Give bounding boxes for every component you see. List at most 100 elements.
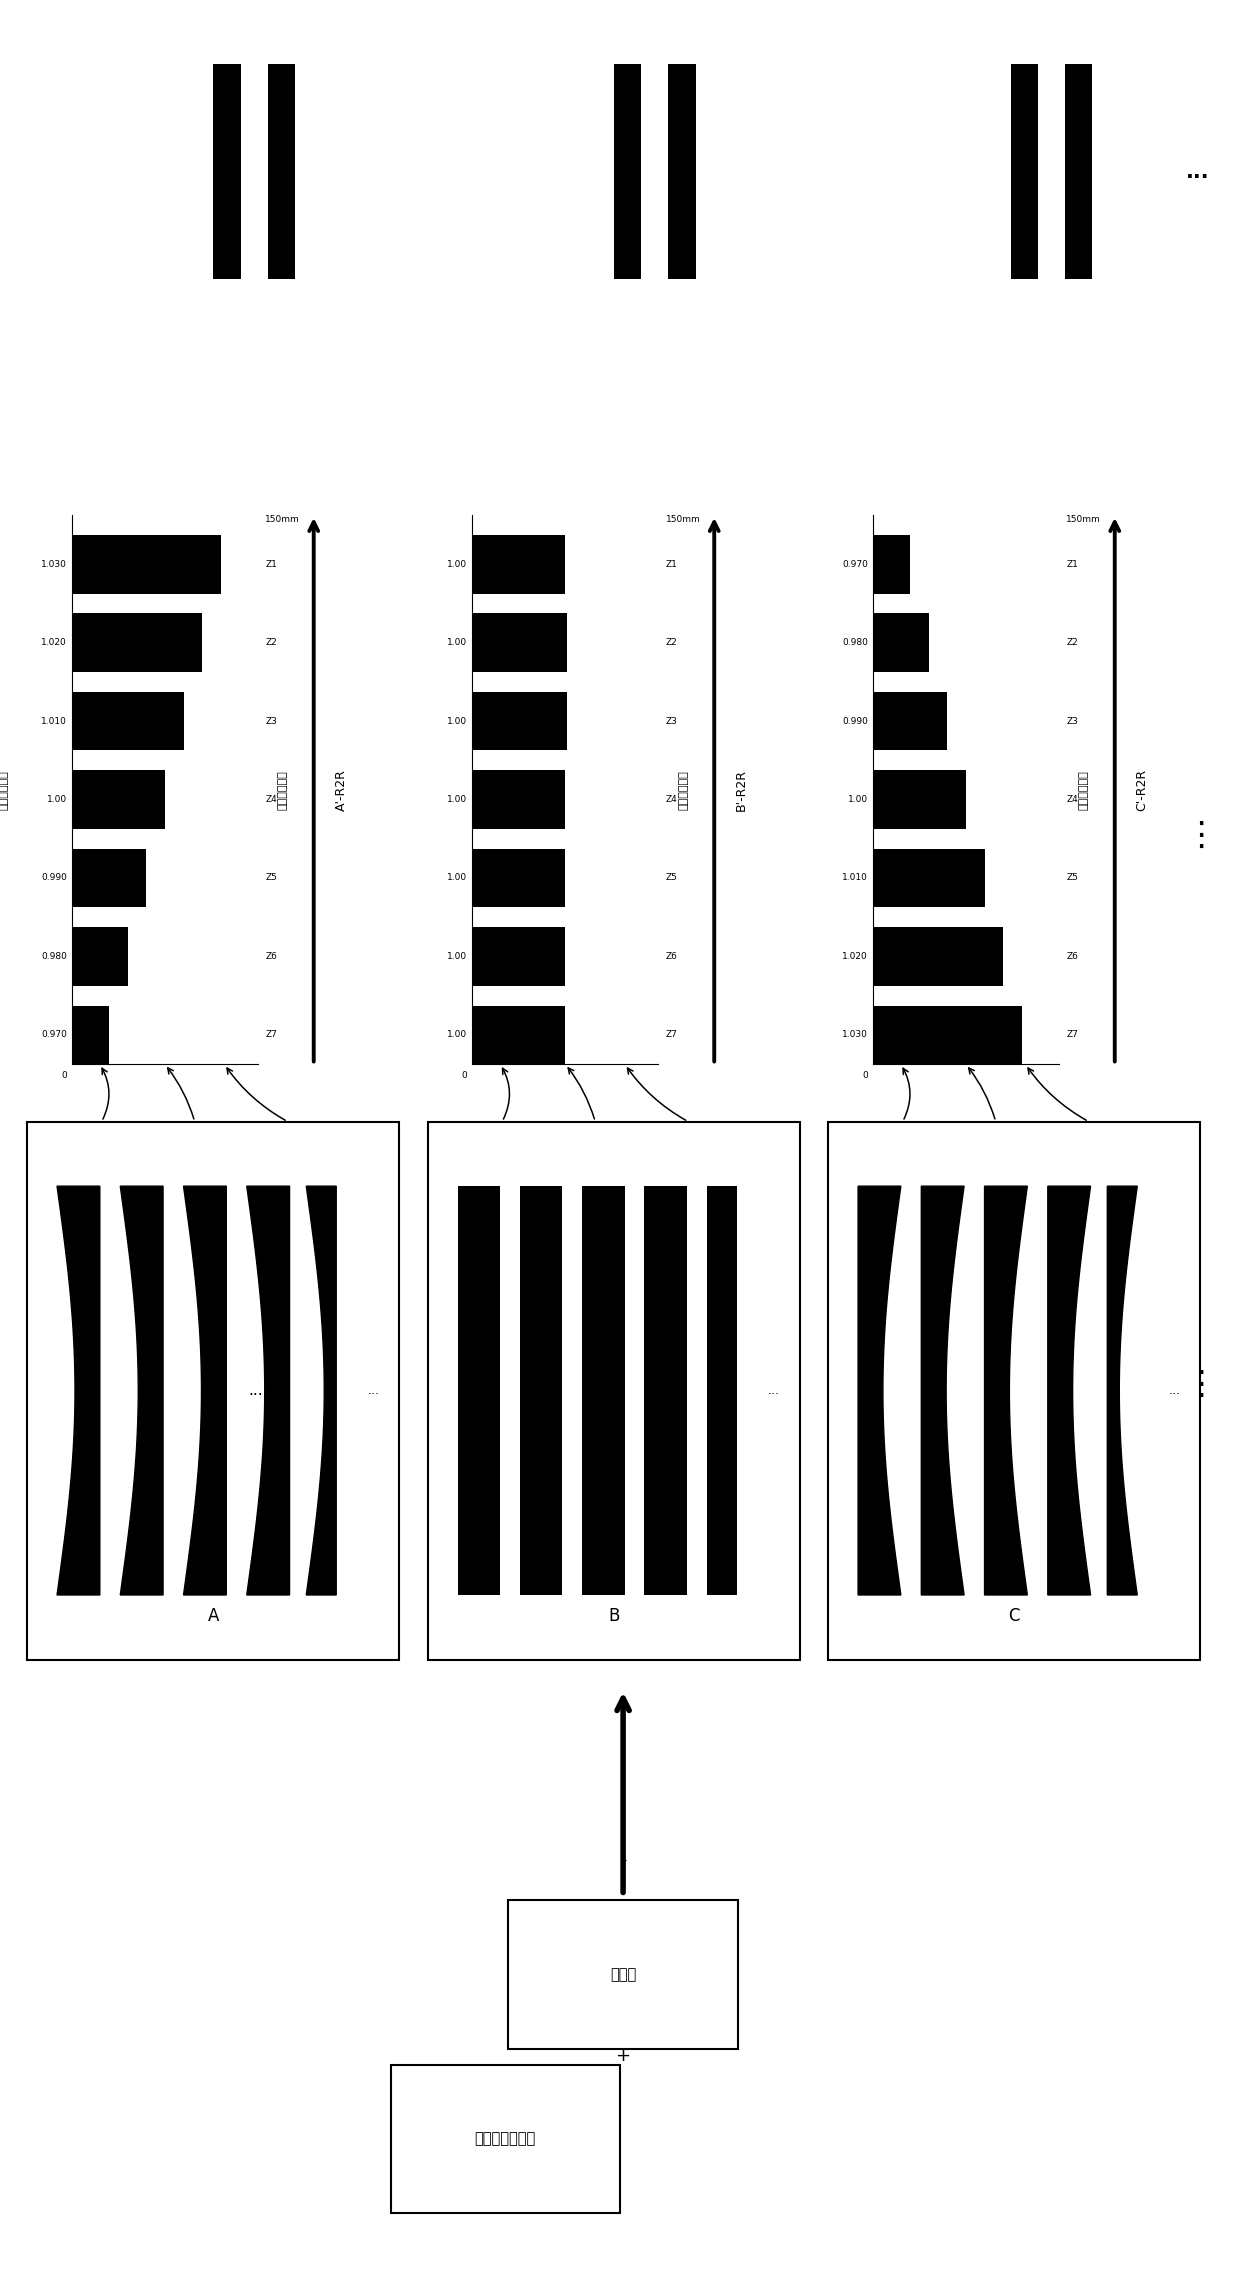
Text: 1.020: 1.020 bbox=[842, 952, 868, 961]
Text: B'-R2R: B'-R2R bbox=[735, 769, 748, 810]
Text: 0.980: 0.980 bbox=[842, 639, 868, 648]
Text: ⋮: ⋮ bbox=[1184, 819, 1216, 852]
Text: Z5: Z5 bbox=[666, 874, 678, 884]
Bar bbox=[707, 1186, 737, 1595]
Bar bbox=[508, 1900, 738, 2049]
Text: Z5: Z5 bbox=[1066, 874, 1079, 884]
Text: ...: ... bbox=[1185, 163, 1210, 181]
Text: 150mm: 150mm bbox=[666, 515, 701, 524]
Text: 150mm: 150mm bbox=[1066, 515, 1101, 524]
Text: C'-R2R: C'-R2R bbox=[1136, 769, 1148, 810]
Text: Z2: Z2 bbox=[1066, 639, 1078, 648]
Text: 化学机械研磨: 化学机械研磨 bbox=[278, 769, 288, 810]
Text: Z4: Z4 bbox=[666, 794, 677, 803]
Bar bbox=[428, 1122, 800, 1660]
Text: ...: ... bbox=[1050, 1383, 1064, 1399]
Text: ...: ... bbox=[1168, 1385, 1180, 1396]
Polygon shape bbox=[120, 1186, 164, 1595]
Polygon shape bbox=[306, 1186, 336, 1595]
Bar bbox=[873, 536, 910, 593]
Text: Z7: Z7 bbox=[1066, 1030, 1079, 1039]
Text: –: – bbox=[620, 1854, 626, 1868]
Bar bbox=[472, 613, 567, 673]
Text: Z3: Z3 bbox=[1066, 716, 1079, 726]
Bar bbox=[472, 1005, 565, 1064]
Bar bbox=[644, 1186, 687, 1595]
Text: Z7: Z7 bbox=[666, 1030, 678, 1039]
Bar bbox=[458, 1186, 500, 1595]
Bar bbox=[72, 691, 184, 751]
Text: A: A bbox=[207, 1607, 219, 1625]
Text: Z2: Z2 bbox=[265, 639, 277, 648]
Text: C: C bbox=[1008, 1607, 1021, 1625]
Text: Z4: Z4 bbox=[1066, 794, 1078, 803]
Text: ...: ... bbox=[768, 1385, 780, 1396]
Text: 1.00: 1.00 bbox=[448, 874, 467, 884]
Text: 1.030: 1.030 bbox=[842, 1030, 868, 1039]
Text: 化学机械研磨: 化学机械研磨 bbox=[678, 769, 688, 810]
Bar bbox=[472, 849, 565, 906]
Bar bbox=[391, 2065, 620, 2213]
Text: 0: 0 bbox=[862, 1071, 868, 1080]
Text: Z4: Z4 bbox=[265, 794, 277, 803]
Text: Z6: Z6 bbox=[666, 952, 678, 961]
Text: ⋮: ⋮ bbox=[1184, 1369, 1216, 1401]
Polygon shape bbox=[57, 1186, 99, 1595]
Text: 0: 0 bbox=[461, 1071, 467, 1080]
Text: Z1: Z1 bbox=[666, 559, 678, 568]
Bar bbox=[614, 64, 641, 279]
Text: 1.010: 1.010 bbox=[41, 716, 67, 726]
Text: 0.970: 0.970 bbox=[41, 1030, 67, 1039]
Text: Z5: Z5 bbox=[265, 874, 278, 884]
Bar bbox=[472, 769, 565, 829]
Text: 0.990: 0.990 bbox=[842, 716, 868, 726]
Bar bbox=[873, 849, 985, 906]
Text: 预测器: 预测器 bbox=[610, 1966, 636, 1982]
Polygon shape bbox=[1048, 1186, 1091, 1595]
Bar bbox=[72, 927, 128, 987]
Text: 0.970: 0.970 bbox=[842, 559, 868, 568]
Text: Z6: Z6 bbox=[265, 952, 278, 961]
Text: 1.00: 1.00 bbox=[448, 716, 467, 726]
Bar bbox=[828, 1122, 1200, 1660]
Text: 1.00: 1.00 bbox=[448, 1030, 467, 1039]
Text: 1.00: 1.00 bbox=[448, 559, 467, 568]
Bar bbox=[72, 536, 221, 593]
Bar bbox=[1065, 64, 1092, 279]
Text: Z6: Z6 bbox=[1066, 952, 1079, 961]
Text: Z7: Z7 bbox=[265, 1030, 278, 1039]
Text: 前道工序图信息: 前道工序图信息 bbox=[475, 2131, 536, 2147]
Bar bbox=[873, 927, 1003, 987]
Text: Z3: Z3 bbox=[666, 716, 678, 726]
Text: Z1: Z1 bbox=[1066, 559, 1079, 568]
Text: 1.00: 1.00 bbox=[448, 794, 467, 803]
Text: 1.00: 1.00 bbox=[848, 794, 868, 803]
Bar bbox=[213, 64, 241, 279]
Text: 区域压力增益: 区域压力增益 bbox=[0, 769, 9, 810]
Bar bbox=[72, 769, 165, 829]
Bar bbox=[1011, 64, 1038, 279]
Polygon shape bbox=[921, 1186, 965, 1595]
Bar bbox=[268, 64, 295, 279]
Bar bbox=[873, 1005, 1022, 1064]
Text: Z1: Z1 bbox=[265, 559, 278, 568]
Text: 0.980: 0.980 bbox=[41, 952, 67, 961]
Text: 1.020: 1.020 bbox=[41, 639, 67, 648]
Text: +: + bbox=[615, 2046, 631, 2065]
Text: ...: ... bbox=[249, 1383, 263, 1399]
Text: ...: ... bbox=[367, 1385, 379, 1396]
Bar bbox=[472, 691, 567, 751]
Polygon shape bbox=[1107, 1186, 1137, 1595]
Text: 0.990: 0.990 bbox=[41, 874, 67, 884]
Bar bbox=[472, 536, 565, 593]
Bar bbox=[72, 849, 146, 906]
Text: Z3: Z3 bbox=[265, 716, 278, 726]
Bar bbox=[72, 613, 202, 673]
Text: 1.00: 1.00 bbox=[47, 794, 67, 803]
Text: 1.030: 1.030 bbox=[41, 559, 67, 568]
Text: A'-R2R: A'-R2R bbox=[335, 769, 347, 810]
Text: 150mm: 150mm bbox=[265, 515, 300, 524]
Text: 1.010: 1.010 bbox=[842, 874, 868, 884]
Text: Z2: Z2 bbox=[666, 639, 677, 648]
Bar bbox=[582, 1186, 625, 1595]
